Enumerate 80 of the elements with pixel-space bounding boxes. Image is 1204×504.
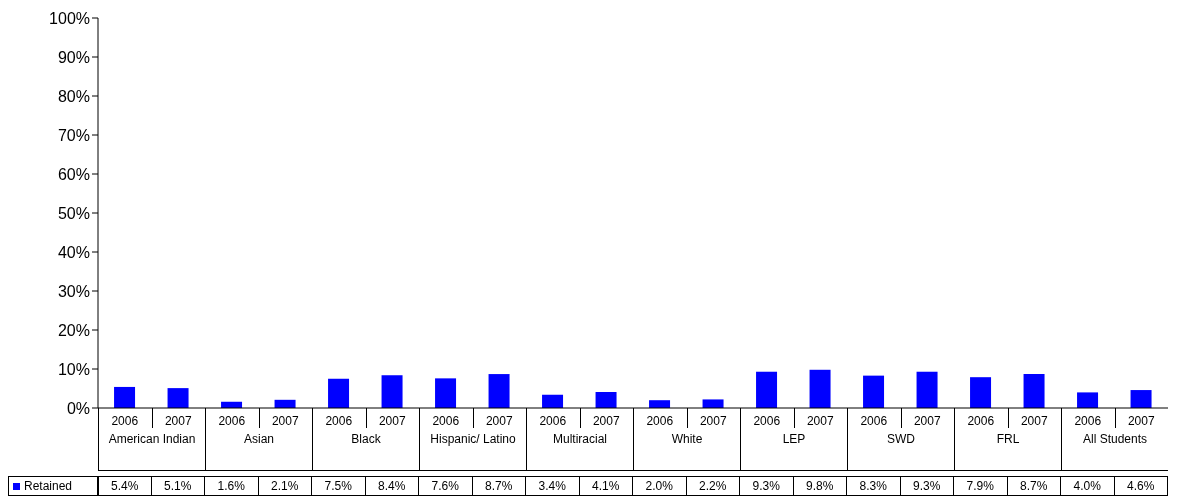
y-tick-label: 90% [57,48,90,66]
bar [114,386,136,408]
y-tick-label: 30% [57,282,90,300]
bar [702,399,724,408]
x-tick-label: 2006 [218,413,246,428]
text: Asian [205,428,312,470]
bar [167,388,189,408]
x-tick-label: 2007 [592,413,620,428]
y-tick-label: 20% [57,321,90,339]
bar [809,369,831,408]
y-tick-label: 50% [57,204,90,222]
x-tick-label: 2006 [967,413,995,428]
data-label: 4.6% [1114,476,1168,496]
data-label: 1.6% [205,476,259,496]
text: LEP [740,428,847,470]
text: American Indian [98,428,205,470]
x-tick-label: 2006 [1074,413,1102,428]
y-tick-label: 40% [57,243,90,261]
x-tick-label: 2007 [164,413,192,428]
data-label: 8.4% [365,476,419,496]
data-label: 8.7% [1007,476,1061,496]
y-tick-label: 10% [57,360,90,378]
data-label: 2.2% [686,476,740,496]
x-tick-label: 2006 [860,413,888,428]
text: Black [312,428,419,470]
bar [542,394,564,408]
x-tick-label: 2007 [1020,413,1048,428]
text: Multiracial [526,428,633,470]
x-tick-label: 2007 [913,413,941,428]
bar [1077,392,1099,408]
x-tick-label: 2007 [378,413,406,428]
bar [970,377,992,408]
data-label: 5.4% [98,476,152,496]
x-tick-label: 2007 [699,413,727,428]
x-tick-label: 2006 [325,413,353,428]
data-label: 8.7% [472,476,526,496]
bar [863,375,885,408]
data-label: 4.0% [1061,476,1115,496]
x-tick-label: 2006 [539,413,567,428]
x-tick-label: 2007 [485,413,513,428]
y-tick-label: 80% [57,87,90,105]
data-label: 7.5% [312,476,366,496]
x-tick-label: 2006 [646,413,674,428]
data-label: 9.8% [793,476,847,496]
x-tick-label: 2007 [271,413,299,428]
bar [435,378,457,408]
data-label: 8.3% [847,476,901,496]
y-tick-label: 100% [49,9,90,27]
data-label: 7.6% [419,476,473,496]
bar [595,392,617,408]
data-label: 2.0% [633,476,687,496]
x-tick-label: 2006 [111,413,139,428]
y-tick-label: 0% [66,399,90,417]
data-label: 7.9% [954,476,1008,496]
data-label: 3.4% [526,476,580,496]
data-label: 4.1% [579,476,633,496]
y-tick-label: 60% [57,165,90,183]
bar [381,375,403,408]
y-tick-label: 70% [57,126,90,144]
bar [649,400,671,408]
data-label: 9.3% [900,476,954,496]
data-label: 9.3% [740,476,794,496]
bar [756,371,778,408]
text: SWD [847,428,954,470]
bar [916,371,938,408]
bar [328,378,350,408]
bar [1023,374,1045,408]
text: All Students [1061,428,1168,470]
data-label: 5.1% [151,476,205,496]
legend-label: Retained [8,476,98,496]
text: White [633,428,740,470]
data-label: 2.1% [258,476,312,496]
x-tick-label: 2007 [1127,413,1155,428]
x-tick-label: 2007 [806,413,834,428]
text: Hispanic/ Latino [419,428,526,470]
bar [1130,390,1152,408]
x-tick-label: 2006 [753,413,781,428]
x-tick-label: 2006 [432,413,460,428]
bar [488,374,510,408]
text: FRL [954,428,1061,470]
